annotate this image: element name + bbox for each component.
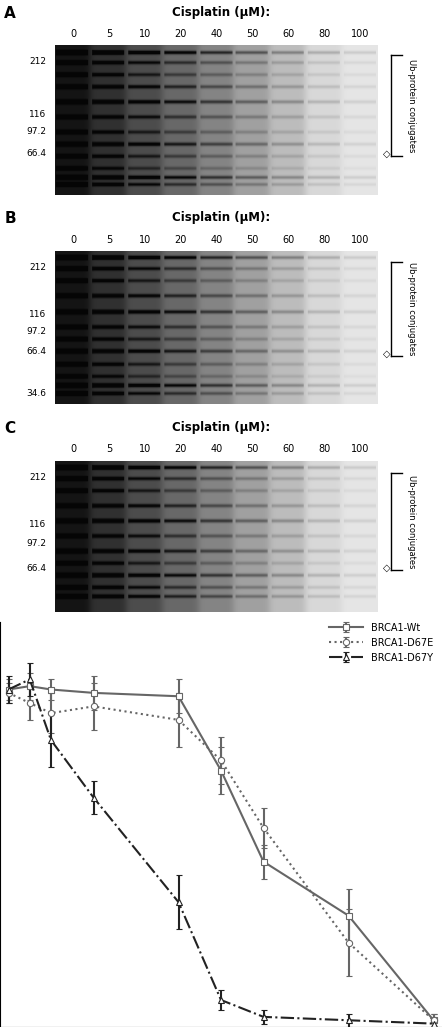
Text: 60: 60	[282, 235, 294, 244]
Text: 212: 212	[30, 58, 46, 66]
Text: ◇: ◇	[383, 563, 390, 573]
Text: 100: 100	[351, 29, 369, 39]
Text: 20: 20	[175, 235, 187, 244]
Text: 80: 80	[318, 29, 330, 39]
Text: 5: 5	[106, 445, 112, 454]
Text: 34.6: 34.6	[27, 389, 46, 398]
Text: 40: 40	[210, 235, 223, 244]
Text: Ub-protein conjugates: Ub-protein conjugates	[407, 59, 415, 152]
Text: 40: 40	[210, 445, 223, 454]
Text: Cisplatin (μM):: Cisplatin (μM):	[172, 212, 270, 224]
Text: 5: 5	[106, 235, 112, 244]
Text: 97.2: 97.2	[27, 327, 46, 336]
Text: 116: 116	[29, 521, 46, 529]
Text: 80: 80	[318, 235, 330, 244]
Text: 50: 50	[246, 29, 259, 39]
Text: A: A	[4, 6, 16, 22]
Text: 97.2: 97.2	[27, 126, 46, 136]
Text: 50: 50	[246, 445, 259, 454]
Text: 100: 100	[351, 445, 369, 454]
Text: 20: 20	[175, 445, 187, 454]
Text: 0: 0	[70, 29, 76, 39]
Text: ◇: ◇	[383, 349, 390, 359]
Text: 5: 5	[106, 29, 112, 39]
Text: 80: 80	[318, 445, 330, 454]
Text: 66.4: 66.4	[27, 149, 46, 158]
Text: 60: 60	[282, 445, 294, 454]
Text: Ub-protein conjugates: Ub-protein conjugates	[407, 474, 415, 568]
Text: 20: 20	[175, 29, 187, 39]
Text: 66.4: 66.4	[27, 564, 46, 573]
Text: 60: 60	[282, 29, 294, 39]
Text: C: C	[4, 421, 15, 436]
Text: 212: 212	[30, 472, 46, 482]
Text: ◇: ◇	[383, 149, 390, 159]
Text: 40: 40	[210, 29, 223, 39]
Text: 50: 50	[246, 235, 259, 244]
Text: 10: 10	[139, 235, 151, 244]
Text: Cisplatin (μM):: Cisplatin (μM):	[172, 421, 270, 434]
Text: B: B	[4, 212, 16, 226]
Text: 66.4: 66.4	[27, 347, 46, 356]
Text: 0: 0	[70, 235, 76, 244]
Text: 10: 10	[139, 29, 151, 39]
Text: 116: 116	[29, 310, 46, 318]
Text: Ub-protein conjugates: Ub-protein conjugates	[407, 262, 415, 355]
Text: 10: 10	[139, 445, 151, 454]
Text: Cisplatin (μM):: Cisplatin (μM):	[172, 6, 270, 20]
Text: 116: 116	[29, 110, 46, 119]
Text: 212: 212	[30, 264, 46, 272]
Legend: BRCA1-Wt, BRCA1-D67E, BRCA1-D67Y: BRCA1-Wt, BRCA1-D67E, BRCA1-D67Y	[325, 618, 437, 668]
Text: 100: 100	[351, 235, 369, 244]
Text: 97.2: 97.2	[27, 539, 46, 547]
Text: 0: 0	[70, 445, 76, 454]
